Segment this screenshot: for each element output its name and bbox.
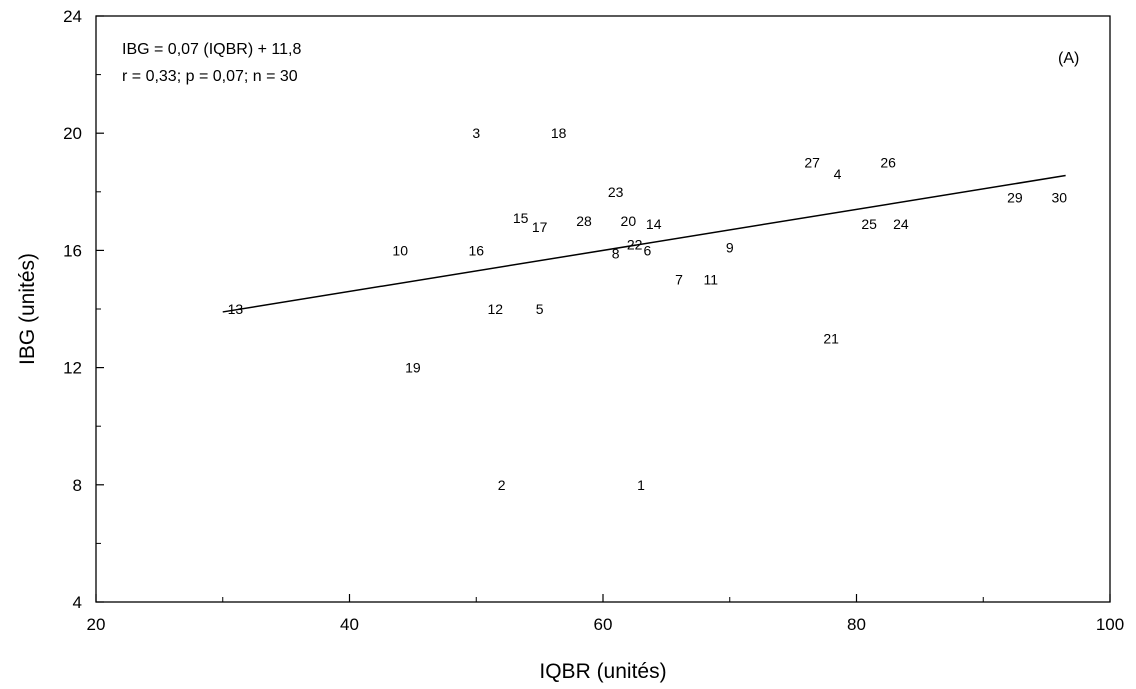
- y-tick-label: 20: [63, 124, 82, 143]
- data-point-17: 17: [532, 219, 548, 235]
- data-point-27: 27: [804, 155, 820, 171]
- y-tick-label: 8: [73, 476, 82, 495]
- data-point-24: 24: [893, 216, 909, 232]
- data-point-30: 30: [1052, 190, 1068, 206]
- x-tick-label: 60: [594, 615, 613, 634]
- x-tick-label: 100: [1096, 615, 1124, 634]
- data-point-10: 10: [392, 242, 408, 258]
- data-point-1: 1: [637, 477, 645, 493]
- data-point-8: 8: [612, 245, 620, 261]
- y-tick-label: 24: [63, 7, 82, 26]
- data-point-12: 12: [487, 301, 503, 317]
- stats-annotation: r = 0,33; p = 0,07; n = 30: [122, 68, 298, 85]
- data-point-20: 20: [621, 213, 637, 229]
- data-point-14: 14: [646, 216, 662, 232]
- data-point-13: 13: [228, 301, 244, 317]
- data-point-29: 29: [1007, 190, 1023, 206]
- x-tick-label: 20: [87, 615, 106, 634]
- x-tick-label: 40: [340, 615, 359, 634]
- plot-frame: [95, 15, 1111, 603]
- data-point-26: 26: [880, 155, 896, 171]
- regression-line: [222, 174, 1066, 313]
- data-point-7: 7: [675, 272, 683, 288]
- data-point-15: 15: [513, 210, 529, 226]
- data-point-18: 18: [551, 125, 567, 141]
- x-tick-label: 80: [847, 615, 866, 634]
- data-point-9: 9: [726, 239, 734, 255]
- data-point-3: 3: [472, 125, 480, 141]
- y-tick-label: 4: [73, 593, 82, 612]
- data-point-16: 16: [468, 242, 484, 258]
- x-axis: 20 40 60 80 100: [87, 594, 1124, 634]
- panel-label: (A): [1058, 50, 1079, 67]
- data-point-4: 4: [834, 166, 842, 182]
- y-tick-label: 16: [63, 241, 82, 260]
- x-axis-title: IQBR (unités): [539, 660, 666, 683]
- data-point-21: 21: [823, 330, 839, 346]
- data-point-25: 25: [861, 216, 877, 232]
- y-axis-title: IBG (unités): [16, 253, 39, 365]
- data-point-5: 5: [536, 301, 544, 317]
- data-point-23: 23: [608, 184, 624, 200]
- data-point-22: 22: [627, 237, 643, 253]
- data-point-11: 11: [703, 272, 718, 288]
- data-point-19: 19: [405, 360, 421, 376]
- data-point-6: 6: [643, 242, 651, 258]
- equation-annotation: IBG = 0,07 (IQBR) + 11,8: [122, 41, 301, 58]
- data-point-28: 28: [576, 213, 592, 229]
- y-tick-label: 12: [63, 359, 82, 378]
- data-point-2: 2: [498, 477, 506, 493]
- y-axis: 4 8 12 16 20 24: [63, 7, 104, 612]
